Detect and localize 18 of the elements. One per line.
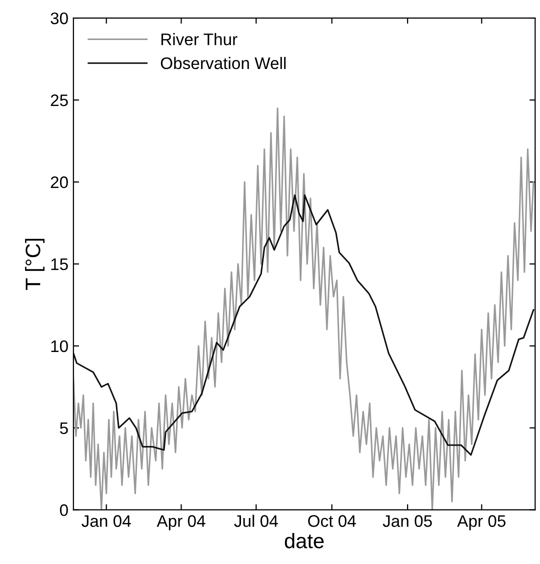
x-tick-label: Apr 05 (457, 515, 506, 530)
legend-label: River Thur (161, 33, 238, 46)
y-tick-label: 15 (51, 258, 68, 270)
x-tick-label: Jan 04 (82, 515, 131, 527)
y-tick-label: 20 (50, 176, 68, 188)
y-tick-label: 0 (60, 504, 68, 516)
legend-label: Observation Well (160, 56, 286, 70)
y-tick-label: 30 (50, 12, 68, 24)
x-tick-label: Jul 04 (234, 514, 278, 527)
y-axis-title: T [°C] (25, 238, 44, 290)
y-tick-label: 10 (51, 340, 68, 352)
y-tick-label: 25 (50, 94, 68, 106)
x-tick-label: Oct 04 (308, 515, 356, 527)
line-series (73, 194, 534, 456)
x-axis-title: date (284, 533, 324, 548)
x-tick-label: Jan 05 (382, 515, 432, 527)
y-tick-label: 5 (60, 422, 68, 434)
x-tick-label: Apr 04 (156, 515, 206, 530)
